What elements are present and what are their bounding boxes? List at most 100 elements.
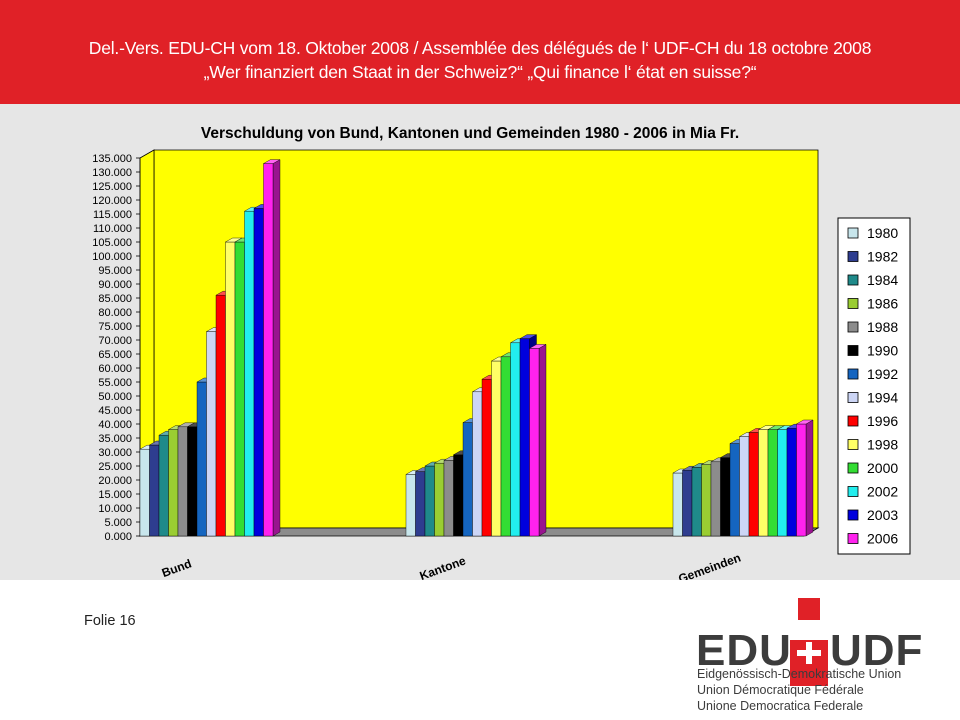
bar: [263, 163, 274, 537]
bar: [424, 465, 435, 537]
legend-label: 1992: [867, 366, 898, 382]
y-tick-label: 15.000: [98, 489, 132, 501]
y-tick-label: 75.000: [98, 321, 132, 333]
legend-label: 1994: [867, 390, 898, 406]
bar: [206, 331, 217, 537]
y-tick-label: 115.000: [93, 209, 132, 221]
bar: [777, 429, 788, 537]
bar: [244, 210, 255, 537]
bar-top: [262, 159, 281, 164]
category-label: Gemeinden: [677, 550, 743, 580]
bar: [758, 429, 769, 537]
logo-line-de: Eidgenössisch-Demokratische Union: [697, 667, 902, 681]
bar: [462, 422, 473, 537]
bar: [215, 294, 226, 537]
debt-bar-chart: Verschuldung von Bund, Kantonen und Geme…: [92, 125, 911, 586]
logo-line-fr: Union Démocratique Fédérale: [697, 683, 864, 697]
y-tick-label: 80.000: [98, 307, 132, 319]
logo-flag-top: [798, 598, 820, 620]
y-tick-label: 125.000: [92, 181, 132, 193]
bar: [472, 391, 483, 537]
y-tick-label: 45.000: [98, 405, 132, 417]
bar-side: [538, 344, 547, 537]
bar: [158, 435, 169, 537]
bar: [767, 429, 778, 537]
bar-top: [519, 334, 538, 339]
bar: [739, 436, 750, 537]
y-tick-label: 65.000: [98, 349, 132, 361]
bar: [253, 208, 264, 537]
y-tick-label: 95.000: [98, 265, 132, 277]
bar: [443, 460, 454, 537]
bar: [225, 241, 236, 537]
bar: [187, 426, 198, 537]
bar: [510, 342, 521, 537]
bar: [434, 463, 445, 537]
logo-line-it: Unione Democratica Federale: [697, 699, 864, 713]
bar: [682, 470, 693, 537]
y-tick-label: 60.000: [98, 363, 132, 375]
legend-swatch: [847, 298, 859, 309]
legend-swatch: [847, 321, 859, 333]
legend-label: 1988: [867, 319, 898, 335]
y-tick-label: 70.000: [98, 335, 132, 347]
bar: [519, 338, 530, 537]
bar: [234, 241, 245, 537]
chart-title: Verschuldung von Bund, Kantonen und Geme…: [201, 125, 739, 142]
y-tick-label: 110.000: [93, 223, 132, 235]
y-tick-label: 105.000: [92, 237, 132, 249]
y-tick-label: 135.000: [92, 153, 132, 165]
edu-udf-logo: EDU UDF Eidgenössisch-Demokratische Unio…: [684, 596, 944, 714]
legend-label: 1998: [867, 437, 898, 453]
header-title-line-2: „Wer finanziert den Staat in der Schweiz…: [203, 62, 757, 82]
legend-swatch: [847, 462, 859, 474]
legend-swatch: [847, 392, 859, 403]
legend-swatch: [847, 415, 859, 427]
chart-panel: Verschuldung von Bund, Kantonen und Geme…: [0, 104, 960, 586]
bar: [149, 444, 160, 537]
y-tick-label: 55.000: [98, 377, 132, 389]
bar-top: [795, 419, 814, 425]
y-tick-label: 25.000: [98, 461, 132, 473]
legend-swatch: [847, 533, 859, 544]
legend-label: 2000: [867, 460, 898, 476]
legend-label: 1986: [867, 296, 898, 312]
legend-swatch: [847, 251, 859, 262]
bar-side: [272, 159, 281, 537]
legend-label: 1990: [867, 343, 898, 359]
slide-number: Folie 16: [84, 613, 136, 629]
y-tick-label: 30.000: [98, 447, 132, 459]
header-banner: Del.-Vers. EDU-CH vom 18. Oktober 2008 /…: [0, 0, 960, 104]
bar: [720, 457, 731, 537]
logo-graphic: [790, 598, 828, 686]
logo-edu-text: EDU: [696, 626, 792, 675]
y-tick-label: 35.000: [98, 433, 132, 445]
bar: [491, 360, 502, 537]
legend-swatch: [847, 509, 859, 521]
bar: [691, 467, 702, 537]
bar: [786, 428, 797, 537]
bar: [139, 449, 150, 537]
legend-swatch: [847, 368, 859, 380]
bar: [168, 429, 179, 537]
bar: [796, 423, 807, 537]
y-tick-label: 50.000: [98, 391, 132, 403]
bar-top: [528, 344, 547, 349]
y-tick-label: 85.000: [98, 293, 132, 305]
legend-label: 1980: [867, 225, 898, 241]
y-tick-label: 5.000: [104, 517, 132, 529]
bar: [196, 381, 207, 537]
y-tick-label: 20.000: [98, 475, 132, 487]
legend-label: 1996: [867, 413, 898, 429]
legend-label: 2003: [867, 507, 898, 523]
legend-label: 2002: [867, 484, 898, 500]
header-title-line-1: Del.-Vers. EDU-CH vom 18. Oktober 2008 /…: [88, 38, 872, 58]
y-tick-label: 100.000: [92, 251, 132, 263]
y-tick-label: 90.000: [98, 279, 132, 291]
bar: [529, 348, 540, 537]
bar: [405, 474, 416, 537]
logo-party-names: Eidgenössisch-Demokratische Union Union …: [697, 666, 901, 714]
legend-box: [837, 217, 911, 555]
category-label: Bund: [160, 556, 194, 580]
bar: [710, 461, 721, 537]
